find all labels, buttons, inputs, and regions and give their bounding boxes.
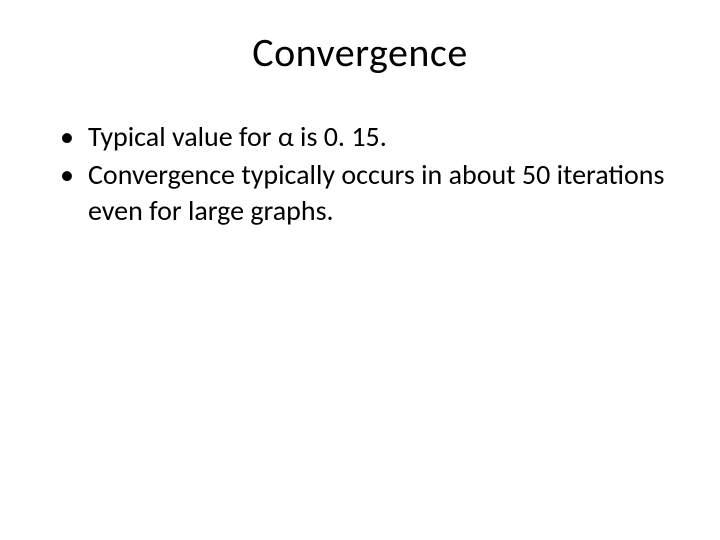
bullet-item: Convergence typically occurs in about 50… [60,157,680,229]
slide-content: Typical value for α is 0. 15. Convergenc… [40,119,680,228]
slide-title: Convergence [40,28,680,77]
bullet-item: Typical value for α is 0. 15. [60,119,680,155]
slide-container: Convergence Typical value for α is 0. 15… [0,0,720,540]
bullet-list: Typical value for α is 0. 15. Convergenc… [60,119,680,228]
